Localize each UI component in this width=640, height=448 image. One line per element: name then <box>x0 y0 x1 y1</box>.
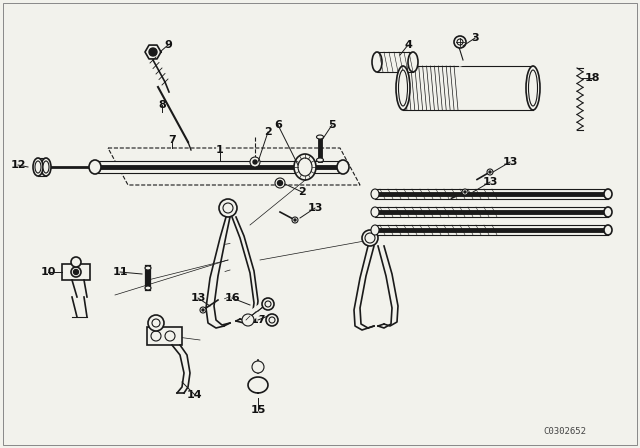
Text: 2: 2 <box>264 127 272 137</box>
Circle shape <box>151 331 161 341</box>
Text: 13: 13 <box>502 157 518 167</box>
Ellipse shape <box>292 217 298 223</box>
Text: 1: 1 <box>216 145 224 155</box>
Ellipse shape <box>145 266 151 270</box>
Ellipse shape <box>294 154 316 180</box>
Circle shape <box>71 257 81 267</box>
Text: 18: 18 <box>584 73 600 83</box>
Circle shape <box>165 331 175 341</box>
Ellipse shape <box>399 70 408 106</box>
Text: 9: 9 <box>164 40 172 50</box>
Circle shape <box>250 157 260 167</box>
Ellipse shape <box>604 225 612 235</box>
Circle shape <box>148 315 164 331</box>
Ellipse shape <box>526 66 540 110</box>
Circle shape <box>269 317 275 323</box>
Circle shape <box>262 298 274 310</box>
Ellipse shape <box>41 158 51 176</box>
Ellipse shape <box>362 230 378 246</box>
Circle shape <box>252 361 264 373</box>
Circle shape <box>278 181 282 185</box>
Text: 10: 10 <box>40 267 56 277</box>
Ellipse shape <box>223 203 233 213</box>
Ellipse shape <box>33 158 43 176</box>
Ellipse shape <box>462 189 468 195</box>
Ellipse shape <box>489 171 491 173</box>
Bar <box>377 52 413 72</box>
Text: 11: 11 <box>112 267 128 277</box>
Ellipse shape <box>202 309 204 311</box>
Ellipse shape <box>604 207 612 217</box>
Ellipse shape <box>43 161 49 173</box>
Ellipse shape <box>200 307 206 313</box>
Bar <box>375 225 608 235</box>
Bar <box>375 207 608 217</box>
Ellipse shape <box>372 52 382 72</box>
Circle shape <box>242 314 254 326</box>
Circle shape <box>266 314 278 326</box>
Circle shape <box>265 301 271 307</box>
Ellipse shape <box>294 219 296 221</box>
Bar <box>95 161 343 173</box>
Circle shape <box>454 36 466 48</box>
Ellipse shape <box>371 189 379 199</box>
Bar <box>62 264 90 280</box>
Ellipse shape <box>371 225 379 235</box>
Circle shape <box>71 267 81 277</box>
Circle shape <box>149 48 157 56</box>
Ellipse shape <box>529 70 538 106</box>
Ellipse shape <box>604 189 612 199</box>
Ellipse shape <box>317 135 323 139</box>
Circle shape <box>152 319 160 327</box>
Bar <box>403 66 533 110</box>
Circle shape <box>253 160 257 164</box>
Ellipse shape <box>408 52 418 72</box>
Text: 13: 13 <box>307 203 323 213</box>
Ellipse shape <box>396 66 410 110</box>
Text: 12: 12 <box>10 160 26 170</box>
Text: 6: 6 <box>274 120 282 130</box>
Text: 7: 7 <box>168 135 176 145</box>
Text: 8: 8 <box>158 100 166 110</box>
Text: 13: 13 <box>190 293 205 303</box>
Ellipse shape <box>365 233 375 243</box>
Text: 4: 4 <box>404 40 412 50</box>
Text: C0302652: C0302652 <box>543 427 586 436</box>
Ellipse shape <box>337 160 349 174</box>
Ellipse shape <box>145 286 151 290</box>
Ellipse shape <box>35 161 41 173</box>
Bar <box>375 189 608 199</box>
Ellipse shape <box>371 207 379 217</box>
Ellipse shape <box>219 199 237 217</box>
Circle shape <box>275 178 285 188</box>
Ellipse shape <box>464 191 466 193</box>
Text: 16: 16 <box>224 293 240 303</box>
Circle shape <box>457 39 463 45</box>
Text: 3: 3 <box>471 33 479 43</box>
Ellipse shape <box>89 160 101 174</box>
Text: 14: 14 <box>187 390 203 400</box>
Ellipse shape <box>317 158 323 162</box>
Bar <box>147 327 182 345</box>
Text: 15: 15 <box>250 405 266 415</box>
Polygon shape <box>145 45 161 59</box>
Text: 17: 17 <box>250 315 266 325</box>
Text: 2: 2 <box>298 187 306 197</box>
Text: 5: 5 <box>328 120 336 130</box>
Ellipse shape <box>298 158 312 176</box>
Ellipse shape <box>487 169 493 175</box>
Text: 13: 13 <box>483 177 498 187</box>
Circle shape <box>74 270 79 275</box>
